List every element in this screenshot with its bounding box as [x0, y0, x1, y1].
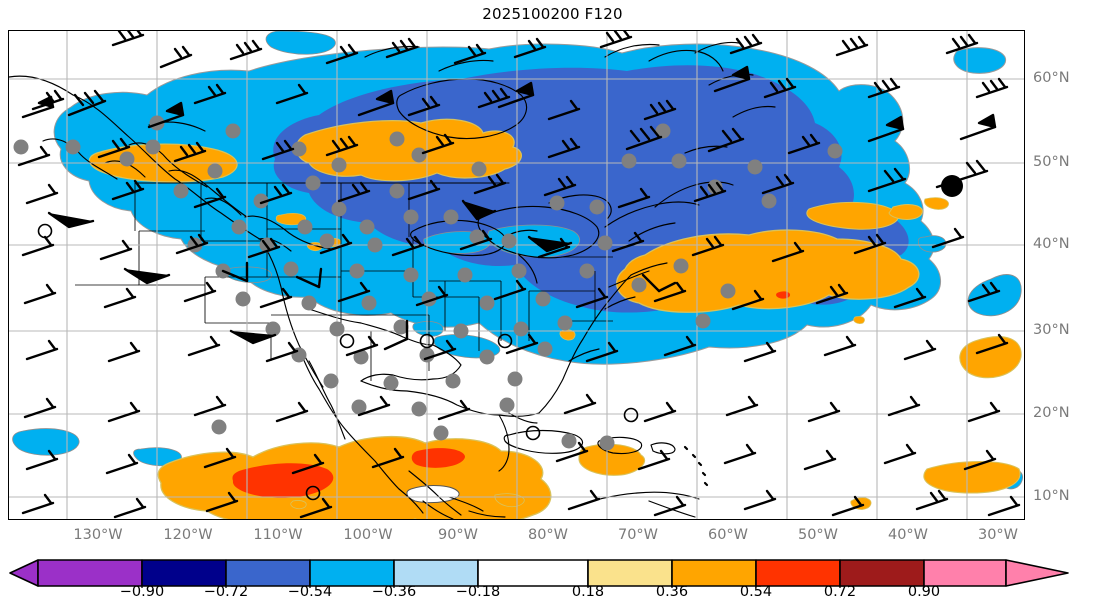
contour-speck-orange-76w — [853, 316, 865, 324]
colorbar-tick-0.90: 0.90 — [907, 584, 941, 600]
map-canvas — [9, 31, 1024, 519]
colorbar-tick-0.36: 0.36 — [655, 584, 689, 600]
colorbar-tick-0.72: 0.72 — [823, 584, 857, 600]
contour-patch-orange-se-atlantic — [959, 336, 1022, 379]
lat-tick-20n: 20°N — [1033, 405, 1070, 421]
colorbar-tick--0.54: −0.54 — [287, 584, 333, 600]
contour-patch-cyan-gulf-1 — [412, 321, 444, 337]
contour-speck-orange-plains-1 — [275, 213, 307, 226]
colorbar-tick-0.54: 0.54 — [739, 584, 773, 600]
colorbar-cell-purple — [37, 559, 143, 587]
colorbar-cell-lightblue — [393, 559, 479, 587]
contour-patch-cyan-nw-corner — [265, 31, 336, 55]
contour-fill-layer — [12, 31, 1023, 519]
lat-tick-50n: 50°N — [1033, 154, 1070, 170]
contour-patch-cyan-sw-pacific — [12, 428, 80, 456]
contour-speck-orange-70w — [559, 329, 576, 341]
colorbar[interactable]: −0.90 −0.72 −0.54 −0.36 −0.18 0.18 0.36 … — [0, 558, 1105, 615]
colorbar-cell-red — [755, 559, 841, 587]
colorbar-tick--0.90: −0.90 — [119, 584, 165, 600]
colorbar-tick--0.72: −0.72 — [203, 584, 249, 600]
lon-tick-70w: 70°W — [617, 527, 659, 543]
contour-patch-orange-ne-1 — [806, 202, 899, 230]
contour-patch-orange-20n — [923, 460, 1021, 494]
contour-patch-cyan-east-32n — [967, 274, 1022, 317]
wind-barb-layer — [17, 31, 1021, 519]
lon-tick-40w: 40°W — [887, 527, 929, 543]
lat-tick-40n: 40°N — [1033, 236, 1070, 252]
lat-tick-30n: 30°N — [1033, 322, 1070, 338]
lat-tick-60n: 60°N — [1033, 70, 1070, 86]
lon-tick-50w: 50°W — [797, 527, 839, 543]
lon-tick-100w: 100°W — [343, 527, 393, 543]
colorbar-swatches — [9, 559, 1069, 588]
contour-patch-orange-tropical-right — [578, 443, 646, 476]
colorbar-tick--0.18: −0.18 — [455, 584, 501, 600]
lon-tick-60w: 60°W — [707, 527, 749, 543]
lon-tick-110w: 110°W — [253, 527, 303, 543]
contour-patch-cyan-east-40n — [917, 235, 947, 253]
map-panel — [8, 30, 1025, 520]
chart-title: 2025100200 F120 — [482, 5, 623, 23]
colorbar-cell-navy — [141, 559, 227, 587]
station-marker-layer — [13, 115, 843, 451]
lon-tick-80w: 80°W — [527, 527, 569, 543]
colorbar-cell-blue — [225, 559, 311, 587]
contour-speck-orange-ne-3 — [924, 197, 949, 210]
colorbar-cell-cyan — [309, 559, 395, 587]
highlight-station-marker — [941, 175, 963, 197]
colorbar-cell-darkred — [839, 559, 925, 587]
colorbar-extend-min — [9, 559, 39, 587]
colorbar-extend-max — [1005, 559, 1069, 587]
coastline-layer — [9, 41, 776, 519]
contour-core-red-caribbean-2 — [411, 448, 465, 468]
colorbar-tick-0.18: 0.18 — [571, 584, 605, 600]
colorbar-cell-orange — [671, 559, 757, 587]
colorbar-cell-yellow — [587, 559, 673, 587]
lon-tick-30w: 30°W — [977, 527, 1019, 543]
lon-tick-90w: 90°W — [437, 527, 479, 543]
contour-patch-orange-ne-2 — [888, 204, 923, 220]
contour-speck-orange-guatemala — [290, 500, 307, 510]
colorbar-cell-white — [477, 559, 589, 587]
colorbar-tick--0.36: −0.36 — [371, 584, 417, 600]
lat-tick-10n: 10°N — [1033, 488, 1070, 504]
colorbar-cell-pink — [923, 559, 1007, 587]
contour-patch-orange-canada — [295, 118, 522, 182]
contour-patch-cyan-far-ne — [953, 47, 1007, 74]
lon-tick-130w: 130°W — [73, 527, 123, 543]
contour-hole-white-caribbean — [406, 485, 460, 504]
lon-tick-120w: 120°W — [163, 527, 213, 543]
